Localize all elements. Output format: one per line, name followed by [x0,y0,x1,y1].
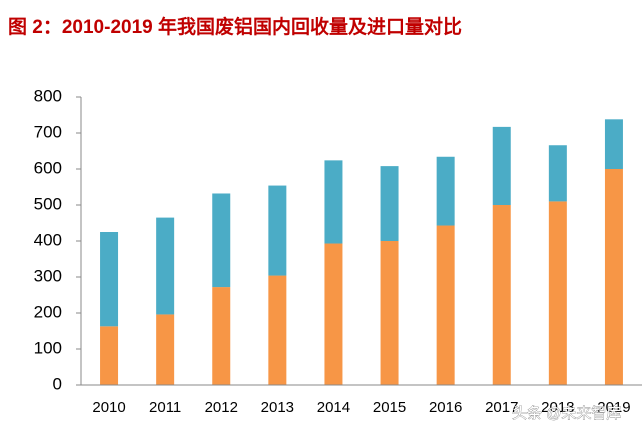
bar-segment [268,275,287,385]
y-tick-label: 800 [34,86,62,105]
x-tick-label: 2015 [373,399,406,416]
bar-segment [492,126,511,205]
bar-segment [324,243,343,385]
bar-segment [380,166,399,241]
bar-segment [436,156,455,226]
y-tick-label: 300 [34,266,62,285]
watermark: 头条 @未来智库 [512,404,621,422]
x-tick-label: 2013 [261,399,294,416]
x-tick-label: 2019 [597,399,630,416]
x-tick-label: 2011 [149,399,181,416]
bar-segment [100,232,119,327]
bar-segment [100,326,119,385]
bar-segment [604,119,623,169]
bar-segment [156,314,175,385]
chart-title: 图 2：2010-2019 年我国废铝国内回收量及进口量对比 [8,15,462,38]
y-tick-label: 0 [53,374,62,393]
bar-segment [492,205,511,385]
bar-segment [380,241,399,385]
bar-segment [548,145,567,202]
x-tick-label: 2010 [92,399,125,416]
y-tick-label: 400 [34,230,62,249]
x-tick-label: 2016 [429,399,462,416]
y-tick-label: 100 [34,338,62,357]
bar-segment [156,217,175,315]
x-tick-label: 2012 [205,399,238,416]
y-tick-label: 200 [34,302,62,321]
bar-segment [324,160,343,244]
y-tick-label: 700 [34,122,62,141]
y-tick-label: 600 [34,158,62,177]
bar-segment [212,287,231,385]
bar-segment [604,169,623,385]
x-tick-label: 2014 [317,399,350,416]
bar-segment [436,225,455,385]
x-tick-label: 2018 [541,399,574,416]
bar-segment [548,201,567,385]
bar-segment [268,185,287,276]
x-tick-label: 2017 [485,399,518,416]
bar-segment [212,193,231,288]
y-tick-label: 500 [34,194,62,213]
